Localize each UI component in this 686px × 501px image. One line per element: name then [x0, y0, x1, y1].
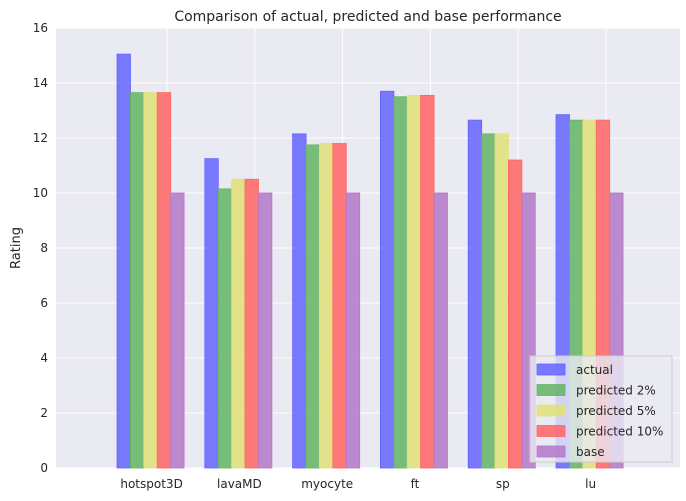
- y-tick-label: 8: [40, 241, 48, 255]
- y-tick-label: 16: [33, 21, 48, 35]
- bar-predicted-2--myocyte: [305, 144, 320, 469]
- x-tick-label: myocyte: [301, 477, 353, 491]
- bar-base-hotspot3d: [170, 192, 185, 469]
- bar-predicted-10--hotspot3d: [156, 92, 172, 469]
- y-tick-label: 10: [33, 186, 48, 200]
- y-tick-label: 0: [40, 461, 48, 475]
- y-axis-label: Rating: [9, 227, 24, 269]
- x-tick-label: sp: [496, 477, 510, 491]
- legend-label: predicted 5%: [576, 404, 656, 418]
- bar-predicted-2--lavamd: [217, 188, 233, 469]
- bar-predicted-10--ft: [420, 94, 435, 469]
- bar-actual-sp: [467, 119, 483, 469]
- legend-label: predicted 2%: [576, 384, 656, 398]
- bar-predicted-2--hotspot3d: [129, 92, 145, 469]
- y-tick-label: 14: [33, 76, 48, 90]
- bar-predicted-5--sp: [494, 133, 509, 469]
- x-tick-label: lu: [585, 477, 596, 491]
- legend-swatch-predicted-2-: [536, 384, 566, 396]
- bar-predicted-5--ft: [406, 94, 422, 469]
- bar-predicted-5--lavamd: [231, 178, 246, 469]
- y-tick-label: 4: [40, 351, 48, 365]
- bar-predicted-2--ft: [393, 96, 408, 469]
- bar-base-lavamd: [257, 192, 273, 469]
- legend-label: base: [576, 445, 605, 459]
- bar-actual-ft: [379, 90, 395, 469]
- legend-swatch-actual: [536, 363, 566, 376]
- legend: actual predicted 2% predicted 5% predicted …: [529, 355, 673, 463]
- bar-predicted-10--sp: [507, 159, 523, 469]
- x-axis-ticks: hotspot3D lavaMD myocyte ft sp lu: [120, 477, 596, 491]
- x-tick-label: ft: [411, 477, 420, 491]
- bar-predicted-10--lavamd: [244, 178, 259, 469]
- y-tick-label: 2: [40, 406, 48, 420]
- bar-predicted-2--sp: [481, 133, 496, 469]
- y-tick-label: 12: [33, 131, 48, 145]
- x-tick-label: hotspot3D: [120, 477, 182, 491]
- legend-swatch-predicted-5-: [536, 404, 566, 417]
- bar-predicted-10--myocyte: [332, 143, 347, 469]
- chart-title: Comparison of actual, predicted and base…: [174, 9, 561, 25]
- bar-base-myocyte: [345, 192, 361, 469]
- legend-label: predicted 10%: [576, 425, 663, 439]
- y-axis-ticks: 0 2 4 6 8 10 12 14 16: [33, 21, 48, 475]
- bar-predicted-5--myocyte: [318, 143, 334, 469]
- bar-predicted-5--hotspot3d: [143, 92, 158, 469]
- bar-base-ft: [433, 192, 448, 469]
- x-tick-label: lavaMD: [217, 477, 262, 491]
- bar-actual-hotspot3d: [116, 53, 131, 469]
- y-tick-label: 6: [40, 296, 48, 310]
- legend-label: actual: [576, 363, 613, 377]
- bar-actual-myocyte: [292, 133, 307, 469]
- bar-actual-lavamd: [204, 158, 219, 469]
- legend-swatch-predicted-10-: [536, 425, 566, 437]
- legend-swatch-base: [536, 445, 566, 458]
